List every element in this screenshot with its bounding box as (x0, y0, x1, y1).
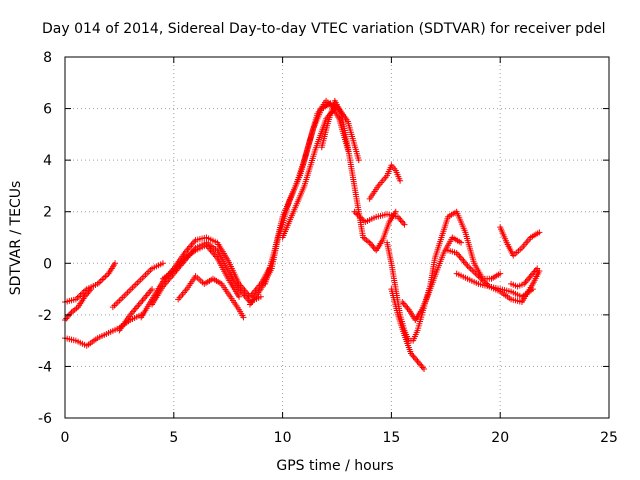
y-tick-label: -6 (38, 411, 52, 427)
series-track-q (388, 286, 428, 373)
data-point-marker (523, 277, 530, 284)
data-point-marker (414, 358, 421, 365)
data-point-marker (401, 221, 408, 228)
data-point-marker (99, 276, 106, 283)
data-point-marker (415, 359, 422, 366)
data-point-marker (357, 214, 364, 221)
series-track-n (351, 208, 408, 228)
x-axis-ticks: 0 5 10 15 20 25 (61, 57, 618, 446)
series-track-r (399, 234, 465, 324)
data-point-marker (236, 293, 243, 300)
y-tick-label: 2 (43, 205, 52, 221)
x-tick-label: 25 (600, 430, 618, 446)
chart-title: Day 014 of 2014, Sidereal Day-to-day VTE… (42, 21, 606, 37)
data-point-marker (525, 276, 532, 283)
x-axis-label: GPS time / hours (276, 458, 393, 474)
series-track-a (62, 260, 119, 305)
series-track-b (62, 286, 95, 324)
data-point-marker (397, 177, 404, 184)
y-axis-ticks: -6 -4 -2 0 2 4 6 8 (38, 50, 609, 427)
data-point-marker (97, 277, 104, 284)
data-point-marker (536, 229, 543, 236)
y-tick-label: -4 (38, 359, 52, 375)
series-track-f (138, 234, 273, 321)
data-point-marker (100, 275, 107, 282)
data-point-marker (103, 272, 110, 279)
data-point-marker (88, 286, 95, 293)
x-tick-label: 5 (169, 430, 178, 446)
series-track-t (453, 270, 536, 300)
y-tick-label: 4 (43, 153, 52, 169)
y-tick-label: 6 (43, 102, 52, 118)
data-point-marker (149, 286, 156, 293)
x-tick-label: 10 (274, 430, 292, 446)
data-point-marker (467, 265, 474, 272)
data-point-marker (400, 220, 407, 227)
series-track-e (116, 286, 156, 334)
series-track-v (508, 265, 541, 290)
series-track-h (159, 242, 243, 300)
y-tick-label: 8 (43, 50, 52, 66)
series-track-m (318, 97, 399, 254)
series-track-p (384, 208, 504, 344)
data-point-marker (102, 273, 109, 280)
data-point-marker (403, 303, 410, 310)
data-point-marker (497, 270, 504, 277)
series-track-u (497, 224, 543, 259)
data-point-marker (65, 312, 72, 319)
plot-border (64, 56, 610, 419)
series-track-o (366, 162, 404, 202)
data-point-marker (400, 300, 407, 307)
data-point-marker (398, 218, 405, 225)
data-point-marker (526, 274, 533, 281)
data-point-marker (112, 260, 119, 267)
data-point-marker (367, 241, 374, 248)
x-tick-label: 15 (382, 430, 400, 446)
series-track-l (279, 102, 362, 241)
data-point-marker (419, 364, 426, 371)
data-point-marker (397, 216, 404, 223)
data-point-marker (240, 314, 247, 321)
data-point-marker (469, 267, 476, 274)
y-tick-label: 0 (43, 256, 52, 272)
series-track-i (175, 273, 247, 321)
data-point-marker (418, 362, 425, 369)
data-point-marker (355, 157, 362, 164)
series-track-c (62, 311, 145, 349)
data-point-marker (529, 286, 536, 293)
data-point-marker (410, 353, 417, 360)
data-point-marker (534, 265, 541, 272)
data-point-marker (421, 366, 428, 373)
data-point-marker (401, 302, 408, 309)
data-point-marker (257, 293, 264, 300)
x-tick-label: 20 (491, 430, 509, 446)
data-point-marker (417, 361, 424, 368)
data-series (62, 97, 543, 373)
data-point-marker (67, 310, 74, 317)
data-point-marker (369, 242, 376, 249)
series-track-d (109, 260, 166, 311)
data-point-marker (466, 264, 473, 271)
x-tick-label: 0 (61, 430, 70, 446)
data-point-marker (63, 315, 70, 322)
axes (64, 56, 610, 419)
data-point-marker (458, 239, 465, 246)
data-point-marker (411, 355, 418, 362)
y-axis-label: SDTVAR / TECUs (8, 181, 24, 296)
data-point-marker (413, 356, 420, 363)
series-track-k (262, 97, 338, 287)
data-point-marker (159, 260, 166, 267)
y-tick-label: -2 (38, 308, 52, 324)
